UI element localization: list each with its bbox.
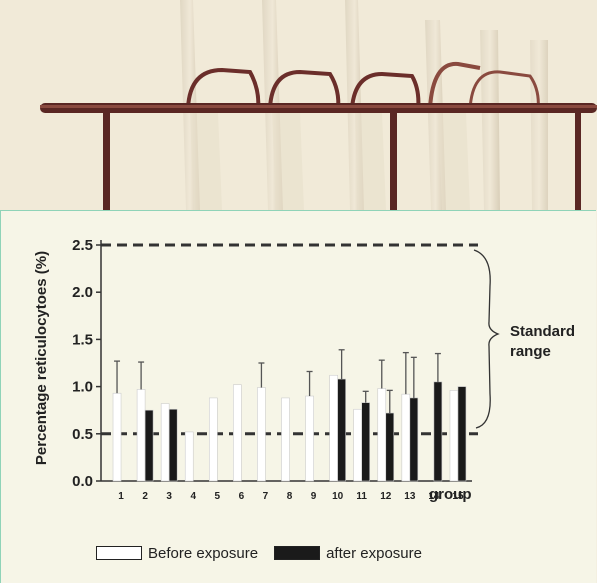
bar-before-8 bbox=[281, 397, 290, 482]
x-tick-label: 12 bbox=[380, 491, 392, 502]
x-tick-label: 1 bbox=[118, 491, 124, 502]
chart-labels: 0.00.51.01.52.02.51 2 3 4 5 6 7 8 9 10 11 12 13 14 15 bbox=[72, 237, 464, 502]
bar-before-9 bbox=[305, 395, 314, 482]
y-tick-label: 0.5 bbox=[72, 426, 93, 443]
x-tick-label: 2 bbox=[142, 491, 148, 502]
x-tick-label: 15 bbox=[452, 491, 464, 502]
bar-before-15 bbox=[449, 390, 459, 482]
legend-swatch-before bbox=[96, 546, 142, 560]
y-axis-label: Percentage reticulocytoes (%) bbox=[33, 251, 50, 465]
legend-swatch-after bbox=[274, 546, 321, 560]
bar-before-13 bbox=[401, 393, 411, 482]
x-tick-label: 5 bbox=[215, 491, 221, 502]
x-tick-label: 10 bbox=[332, 491, 344, 502]
test-tubes-photo bbox=[0, 0, 597, 210]
standard-range-brace bbox=[473, 249, 500, 429]
chart-bars bbox=[112, 349, 467, 482]
bar-before-2 bbox=[136, 389, 146, 482]
x-tick-label: 6 bbox=[239, 491, 245, 502]
bar-before-7 bbox=[257, 387, 266, 482]
bar-before-10 bbox=[329, 374, 338, 482]
annotation-line-1: Standard bbox=[510, 323, 575, 340]
x-tick-label: 9 bbox=[311, 491, 317, 502]
bar-after-15 bbox=[457, 386, 467, 482]
bar-before-6 bbox=[233, 384, 242, 482]
bar-after-3 bbox=[168, 408, 178, 482]
y-tick-label: 1.0 bbox=[72, 379, 93, 396]
x-tick-label: 3 bbox=[166, 491, 172, 502]
x-tick-label: 11 bbox=[356, 491, 367, 502]
bar-after-11 bbox=[361, 402, 371, 482]
x-tick-label: 7 bbox=[263, 491, 269, 502]
x-axis-label: group bbox=[429, 486, 472, 503]
bar-before-12 bbox=[377, 388, 387, 482]
y-tick-label: 1.5 bbox=[72, 331, 93, 348]
bar-after-14 bbox=[433, 381, 443, 482]
annotation-line-2: range bbox=[510, 343, 551, 360]
bar-after-10 bbox=[337, 378, 346, 482]
bar-before-5 bbox=[209, 397, 218, 482]
x-tick-label: 4 bbox=[190, 491, 196, 502]
bar-before-1 bbox=[112, 392, 122, 482]
y-tick-label: 0.0 bbox=[72, 473, 93, 490]
legend-label-before: Before exposure bbox=[148, 544, 259, 562]
x-tick-label: 8 bbox=[287, 491, 293, 502]
x-tick-label: 13 bbox=[404, 491, 416, 502]
bar-after-13 bbox=[409, 397, 419, 482]
legend-label-after: after exposure bbox=[326, 544, 422, 562]
bar-after-2 bbox=[144, 409, 154, 482]
chart-legend: Before exposure after exposure bbox=[96, 543, 422, 563]
x-tick-label: 14 bbox=[428, 491, 440, 502]
chart-panel bbox=[0, 210, 596, 583]
bar-after-12 bbox=[385, 412, 395, 482]
bar-before-4 bbox=[184, 431, 194, 482]
bar-before-11 bbox=[353, 408, 363, 482]
y-tick-label: 2.5 bbox=[72, 237, 93, 254]
bar-before-3 bbox=[160, 403, 170, 482]
y-tick-label: 2.0 bbox=[72, 284, 93, 301]
standard-range-annotation: Standard range bbox=[473, 249, 575, 429]
